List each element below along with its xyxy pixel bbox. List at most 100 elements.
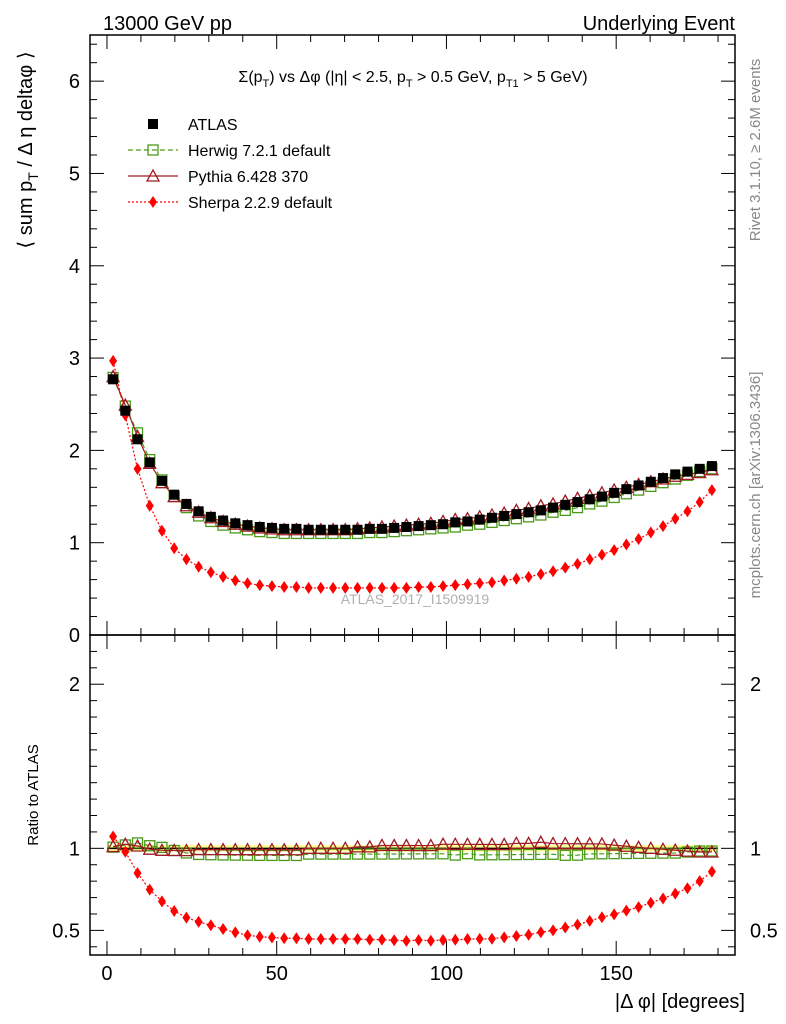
ratio-point-pythia-6-428-370 xyxy=(411,838,426,852)
point-atlas xyxy=(230,518,241,529)
ratio-point-herwig-7-2-1-default xyxy=(364,848,376,860)
ratio-point-sherpa-2-2-9-default xyxy=(145,883,154,896)
ratio-point-sherpa-2-2-9-default xyxy=(292,932,301,945)
ratio-point-pythia-6-428-370 xyxy=(203,842,218,856)
ratio-point-sherpa-2-2-9-default xyxy=(695,875,704,888)
y-tick-label-main: 2 xyxy=(69,440,80,462)
ratio-point-sherpa-2-2-9-default xyxy=(597,911,606,924)
title-part-end: > 5 GeV) xyxy=(519,69,588,86)
point-sherpa-2-2-9-default xyxy=(341,581,350,594)
point-atlas xyxy=(340,524,351,535)
ratio-point-pythia-6-428-370 xyxy=(338,840,353,854)
axis-ticks: 0 50 100 150 0 1 2 3 4 5 6 0.5 0.5 1 1 2 2 xyxy=(52,35,778,985)
ratio-point-pythia-6-428-370 xyxy=(570,836,585,850)
point-atlas xyxy=(596,491,607,502)
ratio-point-sherpa-2-2-9-default xyxy=(304,933,313,946)
ratio-point-sherpa-2-2-9-default xyxy=(329,933,338,946)
point-sherpa-2-2-9-default xyxy=(573,557,582,570)
ratio-point-pythia-6-428-370 xyxy=(215,842,231,856)
ratio-point-pythia-6-428-370 xyxy=(460,836,475,850)
ratio-point-herwig-7-2-1-default xyxy=(547,848,559,860)
point-sherpa-2-2-9-default xyxy=(182,553,191,566)
ratio-point-sherpa-2-2-9-default xyxy=(683,882,692,895)
point-sherpa-2-2-9-default xyxy=(231,574,240,587)
ratio-point-pythia-6-428-370 xyxy=(704,844,720,858)
point-atlas xyxy=(181,498,192,509)
point-sherpa-2-2-9-default xyxy=(267,580,276,593)
mcplots-text: mcplots.cern.ch [arXiv:1306.3436] xyxy=(747,372,764,599)
ratio-point-pythia-6-428-370 xyxy=(484,837,500,851)
point-atlas xyxy=(706,461,717,472)
ratio-point-herwig-7-2-1-default xyxy=(144,840,156,852)
main-panel-frame xyxy=(89,34,736,636)
y-tick-label-ratio: 2 xyxy=(69,674,80,696)
ratio-point-pythia-6-428-370 xyxy=(301,840,316,854)
title-sub-t1: T1 xyxy=(506,78,519,90)
ratio-point-sherpa-2-2-9-default xyxy=(561,921,570,934)
ratio-point-pythia-6-428-370 xyxy=(558,836,573,850)
y-tick-label-ratio: 0.5 xyxy=(52,920,80,942)
point-sherpa-2-2-9-default xyxy=(109,354,118,367)
ratio-point-herwig-7-2-1-default xyxy=(535,848,547,861)
ratio-point-sherpa-2-2-9-default xyxy=(280,932,289,945)
point-atlas xyxy=(535,505,546,516)
ratio-point-pythia-6-428-370 xyxy=(631,839,646,853)
point-sherpa-2-2-9-default xyxy=(243,577,252,590)
x-tick-label: 50 xyxy=(266,963,288,985)
point-sherpa-2-2-9-default xyxy=(353,581,362,594)
title-part-mid2: > 0.5 GeV, p xyxy=(413,69,506,86)
legend-label-sherpa-2-2-9-default: Sherpa 2.2.9 default xyxy=(188,195,333,212)
ratio-point-herwig-7-2-1-default xyxy=(449,849,461,861)
point-atlas xyxy=(376,523,387,534)
point-sherpa-2-2-9-default xyxy=(585,553,594,566)
ratio-point-herwig-7-2-1-default xyxy=(327,848,339,860)
point-sherpa-2-2-9-default xyxy=(597,548,606,561)
point-atlas xyxy=(413,521,424,532)
ratio-point-pythia-6-428-370 xyxy=(423,838,438,852)
point-atlas xyxy=(462,516,473,527)
ratio-point-herwig-7-2-1-default xyxy=(559,849,571,861)
ratio-point-sherpa-2-2-9-default xyxy=(243,929,252,942)
point-sherpa-2-2-9-default xyxy=(157,524,166,537)
ratio-line-herwig-7-2-1-default xyxy=(112,842,712,857)
ratio-point-pythia-6-428-370 xyxy=(399,838,414,852)
point-atlas xyxy=(450,517,461,528)
ratio-point-herwig-7-2-1-default xyxy=(632,847,645,860)
ratio-point-pythia-6-428-370 xyxy=(582,836,597,850)
point-atlas xyxy=(670,469,681,480)
ratio-point-pythia-6-428-370 xyxy=(350,839,365,853)
ratio-point-herwig-7-2-1-default xyxy=(156,841,168,854)
legend-label-pythia-6-428-370: Pythia 6.428 370 xyxy=(188,169,308,186)
point-sherpa-2-2-9-default xyxy=(316,581,325,594)
point-atlas xyxy=(645,476,656,487)
ratio-point-pythia-6-428-370 xyxy=(289,842,304,856)
point-sherpa-2-2-9-default xyxy=(414,581,423,593)
point-sherpa-2-2-9-default xyxy=(659,520,668,533)
point-atlas xyxy=(352,524,363,535)
point-sherpa-2-2-9-default xyxy=(145,499,154,512)
point-sherpa-2-2-9-default xyxy=(707,484,716,497)
ratio-point-pythia-6-428-370 xyxy=(264,842,280,856)
legend-marker-herwig-7-2-1-default xyxy=(147,144,159,156)
y-tick-label-ratio: 1 xyxy=(69,838,80,860)
point-sherpa-2-2-9-default xyxy=(304,581,313,594)
y-axis-label-main: ⟨ sum pT / Δ η deltaφ ⟩ xyxy=(15,51,41,248)
ratio-point-sherpa-2-2-9-default xyxy=(414,934,423,947)
legend-label-herwig-7-2-1-default: Herwig 7.2.1 default xyxy=(188,143,331,160)
ratio-point-sherpa-2-2-9-default xyxy=(157,895,166,908)
y-tick-label-main: 0 xyxy=(69,625,80,647)
ratio-point-pythia-6-428-370 xyxy=(240,842,255,856)
point-sherpa-2-2-9-default xyxy=(255,579,264,592)
point-sherpa-2-2-9-default xyxy=(610,544,619,557)
y-tick-label-ratio-right: 0.5 xyxy=(750,920,778,942)
point-sherpa-2-2-9-default xyxy=(439,580,448,593)
point-atlas xyxy=(279,523,290,534)
ratio-point-sherpa-2-2-9-default xyxy=(231,926,240,939)
y-label-main-start: ⟨ sum p xyxy=(15,181,37,249)
ratio-point-pythia-6-428-370 xyxy=(521,836,536,850)
ratio-point-pythia-6-428-370 xyxy=(167,843,182,857)
ratio-point-sherpa-2-2-9-default xyxy=(109,830,118,843)
ratio-point-sherpa-2-2-9-default xyxy=(402,934,411,947)
ratio-point-herwig-7-2-1-default xyxy=(351,848,364,860)
ratio-point-herwig-7-2-1-default xyxy=(425,848,437,860)
